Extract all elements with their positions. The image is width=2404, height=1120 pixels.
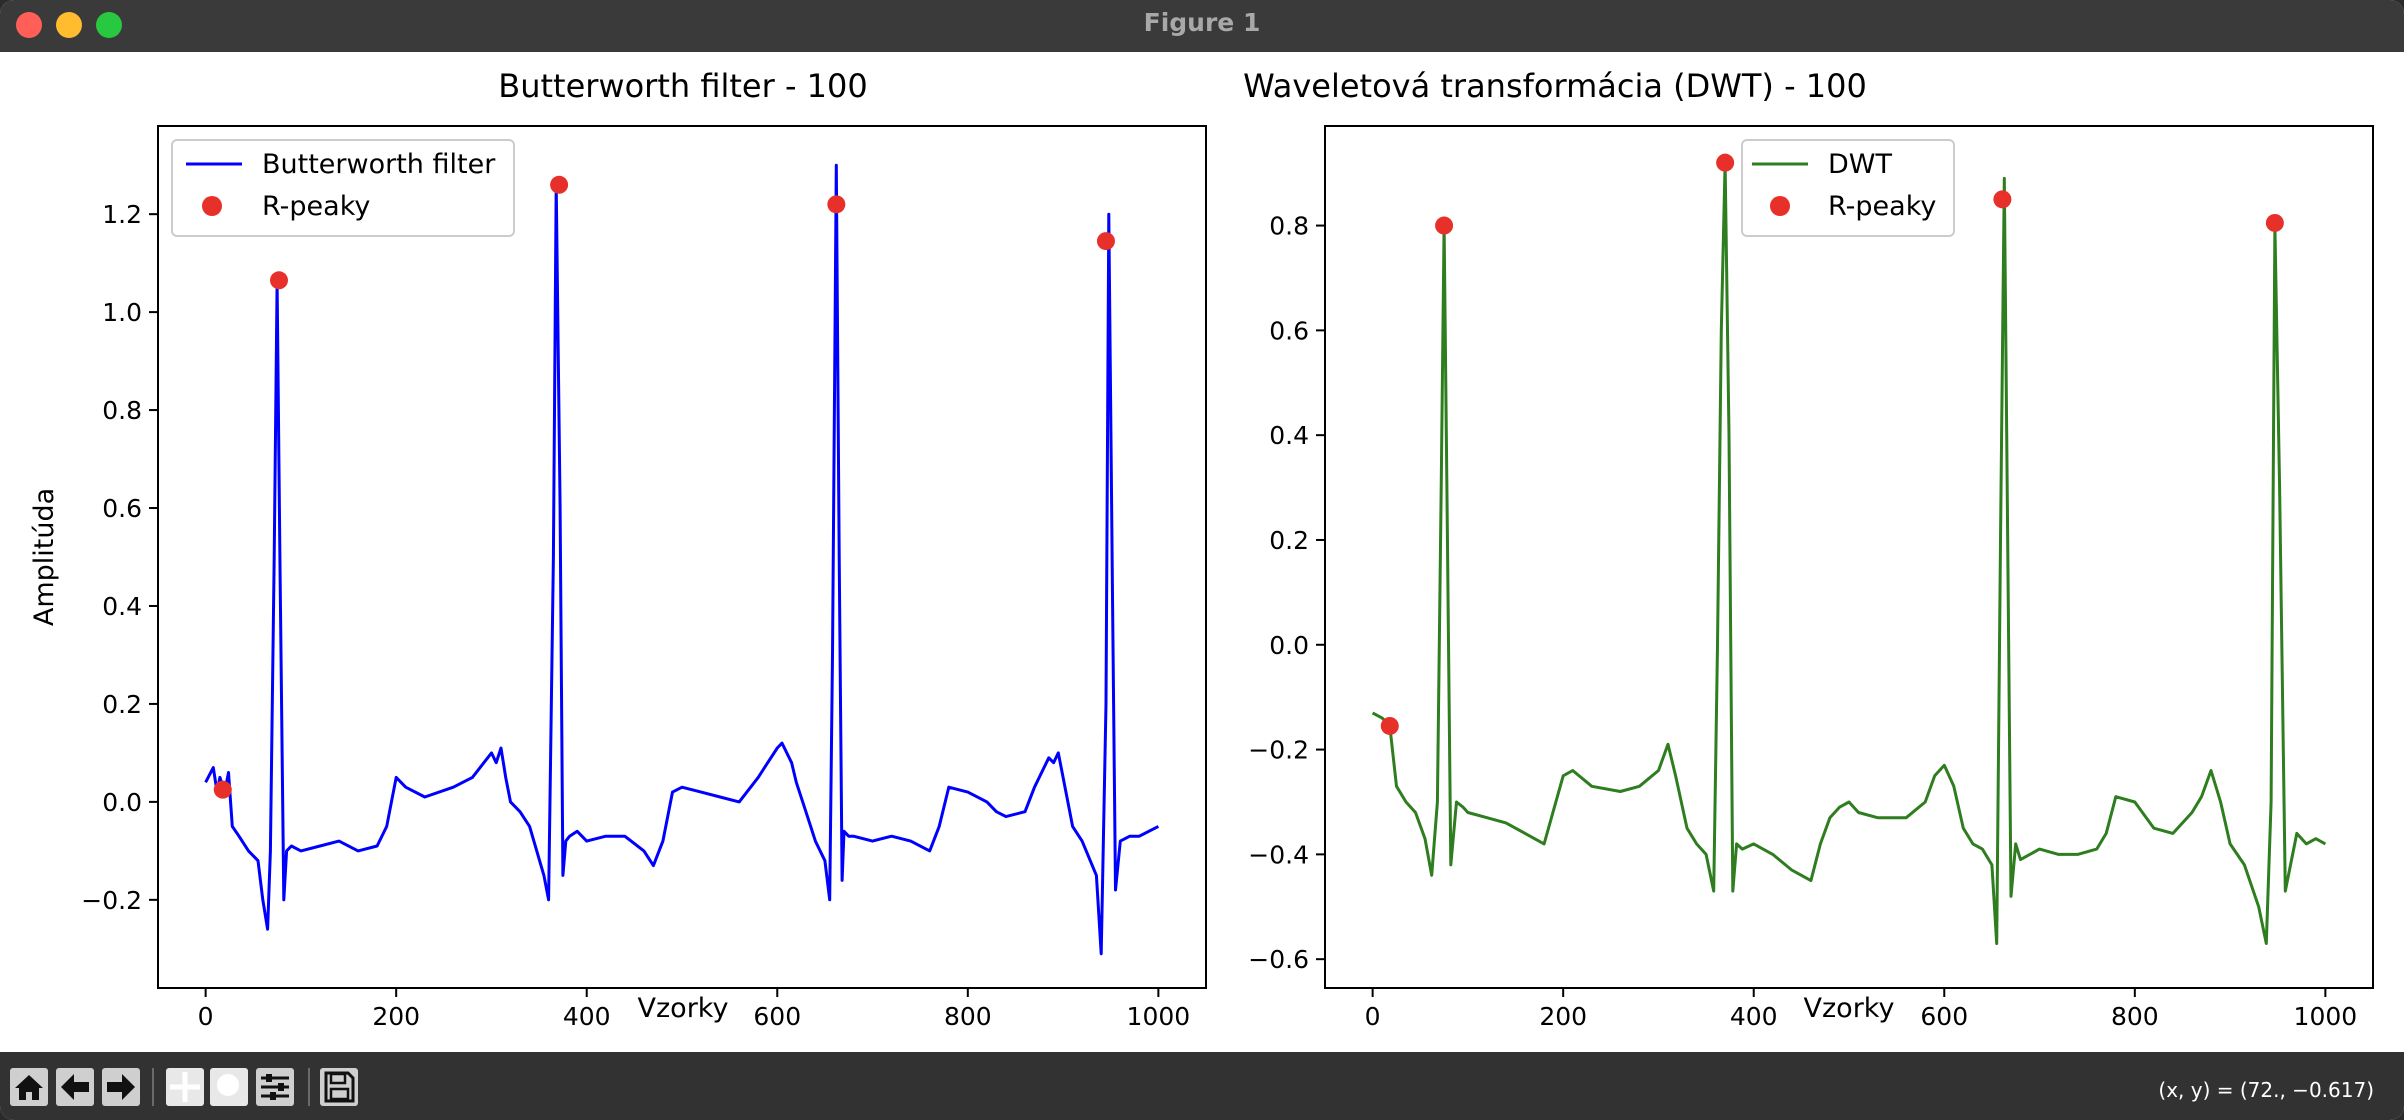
x-tick-label: 600 [1920,1002,1968,1031]
back-arrow-icon[interactable] [56,1068,94,1106]
r-peak-marker [213,780,232,799]
maximize-window-button[interactable] [96,12,122,38]
x-tick-label: 600 [753,1002,801,1031]
x-tick-label: 0 [198,1002,214,1031]
r-peak-marker [1435,216,1454,235]
configure-subplots-icon[interactable] [256,1068,294,1106]
y-tick-label: 1.2 [102,200,142,229]
x-tick-label: 400 [1730,1002,1778,1031]
legend-label-r-peaky: R-peaky [262,191,370,222]
y-tick-label: 0.2 [1269,526,1309,555]
y-tick-label: 0.6 [1269,316,1309,345]
r-peak-marker [2265,213,2284,232]
charts-svg: Butterworth filter - 100 0 200 400 600 800 10… [29,67,2374,1031]
y-tick-label: 0.6 [102,494,142,523]
plot-dwt: Waveletová transformácia (DWT) - 100 0 20… [1243,67,2374,1031]
legend: DWT R-peaky [1741,139,1955,237]
x-tick-label: 200 [1539,1002,1587,1031]
y-tick-label: 0.0 [1269,631,1309,660]
x-tick-label: 400 [563,1002,611,1031]
toolbar-separator [308,1068,310,1106]
y-tick-label: 0.0 [102,788,142,817]
legend: Butterworth filter R-peaky [171,139,515,237]
y-tick-label: −0.2 [81,886,142,915]
minimize-window-button[interactable] [56,12,82,38]
figure-canvas[interactable]: Butterworth filter - 100 0 200 400 600 800 10… [0,52,2404,1052]
y-tick-label: 0.4 [1269,421,1309,450]
y-tick-label: −0.4 [1248,840,1309,869]
dwt-series-line [1371,161,2327,945]
legend-box [171,139,515,237]
title-bar: Figure 1 [0,0,2404,52]
x-tick-label: 1000 [1127,1002,1191,1031]
window-title: Figure 1 [1143,8,1261,37]
y-tick-label: −0.6 [1248,945,1309,974]
x-tick-label: 1000 [2294,1002,2358,1031]
butterworth-series-line [204,163,1160,956]
y-tick-label: −0.2 [1248,736,1309,765]
y-tick-label: 0.8 [102,396,142,425]
axes-frame [157,125,1207,989]
y-tick-label: 1.0 [102,298,142,327]
r-peak-marker [1096,232,1115,251]
y-tick-label: 0.2 [102,690,142,719]
legend-label-r-peaky: R-peaky [1828,191,1936,222]
forward-arrow-icon[interactable] [102,1068,140,1106]
axes-frame [1324,125,2374,989]
y-axis-label: Amplitúda [29,488,60,626]
r-peak-marker [269,271,288,290]
cursor-coordinates: (x, y) = (72., −0.617) [2158,1078,2374,1102]
legend-label-butterworth: Butterworth filter [262,149,496,180]
pan-icon[interactable] [166,1068,204,1106]
legend-dot-swatch [202,196,222,216]
r-peak-marker [550,175,569,194]
home-icon[interactable] [10,1068,48,1106]
y-tick-label: 0.4 [102,592,142,621]
legend-dot-swatch [1770,196,1790,216]
x-axis-label: Vzorky [638,993,729,1024]
plot-title: Waveletová transformácia (DWT) - 100 [1243,67,1867,105]
plot-title: Butterworth filter - 100 [498,67,867,105]
x-tick-label: 800 [2111,1002,2159,1031]
close-window-button[interactable] [16,12,42,38]
plot-butterworth: Butterworth filter - 100 0 200 400 600 800 10… [29,67,1207,1031]
navigation-toolbar: (x, y) = (72., −0.617) [0,1052,2404,1120]
toolbar-separator [152,1068,154,1106]
r-peak-marker [1380,716,1399,735]
x-axis-label: Vzorky [1804,993,1895,1024]
y-tick-label: 0.8 [1269,212,1309,241]
x-tick-label: 200 [372,1002,420,1031]
r-peak-marker [827,195,846,214]
x-tick-label: 800 [944,1002,992,1031]
legend-label-dwt: DWT [1828,149,1892,180]
x-tick-label: 0 [1365,1002,1381,1031]
r-peak-marker [1993,190,2012,209]
save-icon[interactable] [320,1068,358,1106]
r-peak-marker [1716,153,1735,172]
zoom-icon[interactable] [210,1068,248,1106]
